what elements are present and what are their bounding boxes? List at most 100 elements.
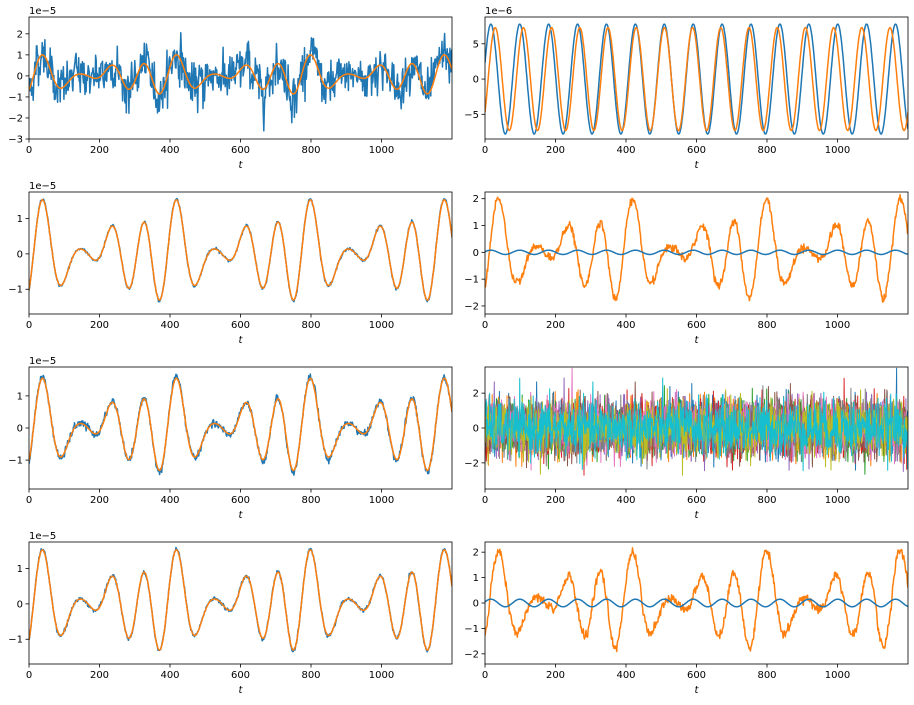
- series-line-0: [29, 197, 452, 303]
- series-group: [485, 547, 908, 653]
- series-group: [29, 373, 452, 476]
- y-tick-label: 5: [473, 39, 479, 50]
- x-tick-label: 1000: [369, 670, 394, 681]
- series-line-1: [29, 54, 452, 95]
- panel-p21: 0 200 400 600 800 1000 −2 0 2 t: [464, 366, 909, 521]
- y-tick-label: 1: [473, 573, 479, 584]
- series-line-0: [29, 32, 452, 132]
- y-tick-label: 0: [17, 249, 23, 260]
- x-tick-label: 600: [687, 145, 706, 156]
- x-tick-label: 800: [757, 320, 776, 331]
- x-tick-label: 0: [26, 320, 32, 331]
- x-tick-label: 800: [301, 320, 320, 331]
- y-tick-label: 1: [17, 391, 23, 402]
- x-tick-label: 400: [616, 145, 635, 156]
- y-tick-label: 2: [17, 29, 23, 40]
- series-line-9: [485, 377, 908, 472]
- x-tick-label: 0: [26, 495, 32, 506]
- y-tick-label: 0: [17, 71, 23, 82]
- x-tick-label: 400: [616, 670, 635, 681]
- x-tick-label: 200: [546, 670, 565, 681]
- offset-label: 1e−5: [29, 6, 56, 17]
- x-axis-label: t: [695, 335, 700, 346]
- series-line-0: [485, 23, 908, 135]
- x-tick-label: 800: [757, 670, 776, 681]
- y-tick-label: 0: [473, 75, 479, 86]
- y-tick-label: −1: [8, 92, 23, 103]
- series-group: [29, 546, 452, 653]
- x-tick-label: 200: [90, 145, 109, 156]
- x-tick-label: 0: [26, 145, 32, 156]
- y-tick-label: 1: [17, 564, 23, 575]
- series-line-1: [29, 549, 452, 651]
- x-tick-label: 1000: [825, 495, 850, 506]
- x-tick-label: 400: [616, 320, 635, 331]
- x-tick-label: 800: [757, 145, 776, 156]
- x-tick-label: 600: [231, 495, 250, 506]
- x-axis-label: t: [239, 160, 244, 171]
- y-tick-label: 0: [473, 424, 479, 435]
- y-tick-label: −1: [8, 635, 23, 646]
- panel-p00: 0 200 400 600 800 1000 −3 −2 −1 0 1 2 t 1e−5: [8, 6, 453, 171]
- series-group: [29, 197, 452, 303]
- x-tick-label: 400: [616, 495, 635, 506]
- x-tick-label: 200: [90, 670, 109, 681]
- y-tick-label: 1: [473, 221, 479, 232]
- x-tick-label: 200: [546, 145, 565, 156]
- y-tick-label: 2: [473, 194, 479, 205]
- x-axis-label: t: [239, 685, 244, 696]
- series-group: [485, 23, 908, 135]
- x-axis-label: t: [695, 685, 700, 696]
- x-axis-label: t: [695, 160, 700, 171]
- x-tick-label: 0: [482, 145, 488, 156]
- x-axis-label: t: [695, 510, 700, 521]
- panel-p01: 0 200 400 600 800 1000 −5 0 5 t 1e−6: [464, 6, 909, 171]
- series-group: [29, 32, 452, 132]
- x-tick-label: 800: [757, 495, 776, 506]
- x-tick-label: 1000: [825, 145, 850, 156]
- y-tick-label: −5: [464, 110, 479, 121]
- x-tick-label: 600: [231, 320, 250, 331]
- x-tick-label: 800: [301, 145, 320, 156]
- y-tick-label: 0: [473, 248, 479, 259]
- series-line-0: [29, 373, 452, 476]
- offset-label: 1e−5: [29, 181, 56, 192]
- x-tick-label: 0: [26, 670, 32, 681]
- x-tick-label: 1000: [825, 320, 850, 331]
- y-tick-label: −2: [8, 113, 23, 124]
- x-tick-label: 600: [231, 145, 250, 156]
- y-tick-label: 0: [473, 599, 479, 610]
- x-tick-label: 600: [231, 670, 250, 681]
- x-tick-label: 200: [90, 320, 109, 331]
- x-tick-label: 600: [687, 670, 706, 681]
- x-axis-label: t: [239, 510, 244, 521]
- panel-p10: 0 200 400 600 800 1000 −1 0 1 t 1e−5: [8, 181, 453, 346]
- series-line-1: [485, 249, 908, 256]
- x-tick-label: 800: [301, 495, 320, 506]
- y-tick-label: −1: [464, 624, 479, 635]
- series-line-1: [29, 377, 452, 472]
- panel-p20: 0 200 400 600 800 1000 −1 0 1 t 1e−5: [8, 356, 453, 521]
- series-line-1: [485, 598, 908, 608]
- y-tick-label: −1: [8, 285, 23, 296]
- panel-p30: 0 200 400 600 800 1000 −1 0 1 t 1e−5: [8, 531, 453, 696]
- y-tick-label: −1: [464, 275, 479, 286]
- y-tick-label: −2: [464, 649, 479, 660]
- y-tick-label: 2: [473, 548, 479, 559]
- x-tick-label: 0: [482, 320, 488, 331]
- offset-label: 1e−6: [485, 6, 512, 17]
- panel-p11: 0 200 400 600 800 1000 −2 −1 0 1 2 t: [464, 191, 909, 346]
- y-tick-label: −1: [8, 456, 23, 467]
- series-group: [485, 367, 908, 476]
- x-axis-label: t: [239, 335, 244, 346]
- y-tick-label: −3: [8, 135, 23, 146]
- y-tick-label: −2: [464, 458, 479, 469]
- x-tick-label: 0: [482, 670, 488, 681]
- x-tick-label: 1000: [369, 320, 394, 331]
- x-tick-label: 0: [482, 495, 488, 506]
- x-tick-label: 200: [90, 495, 109, 506]
- offset-label: 1e−5: [29, 356, 56, 367]
- x-tick-label: 400: [160, 670, 179, 681]
- y-tick-label: 1: [17, 50, 23, 61]
- y-tick-label: 0: [17, 424, 23, 435]
